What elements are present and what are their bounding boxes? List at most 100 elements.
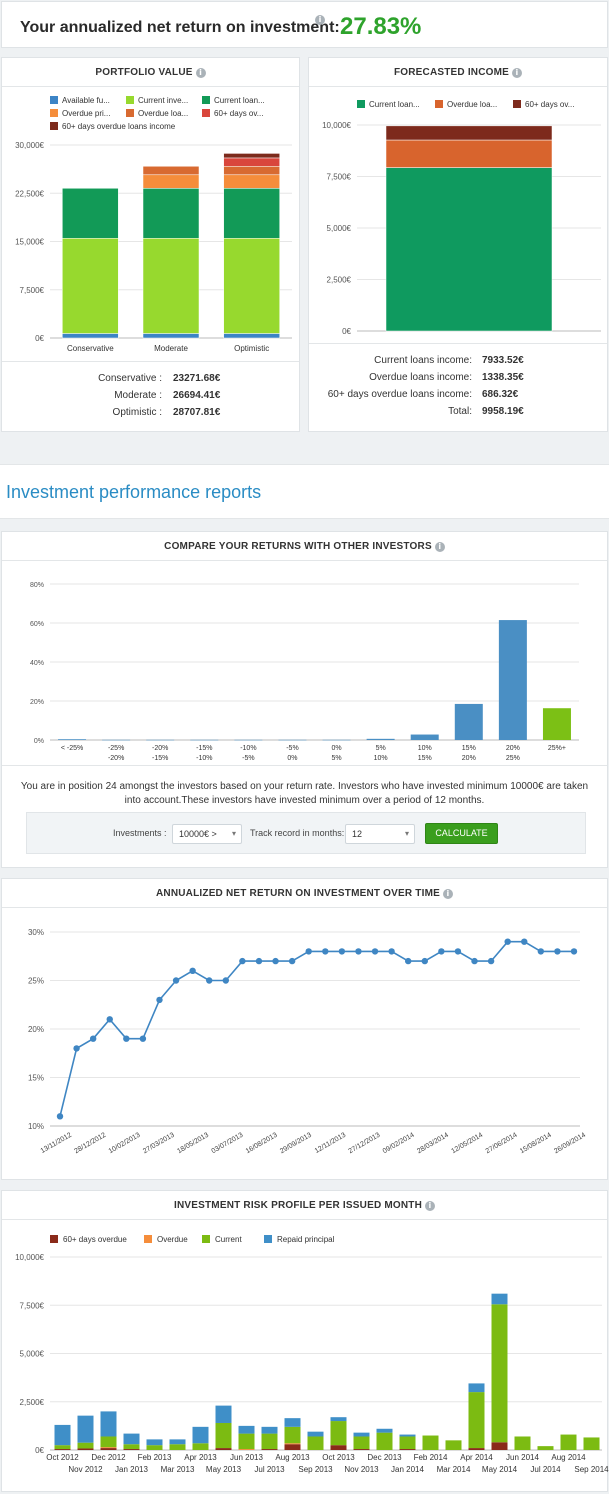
bar-segment bbox=[54, 1445, 71, 1450]
legend-label: Current bbox=[215, 1235, 242, 1244]
data-point bbox=[239, 957, 246, 965]
x-tick-label: 15% bbox=[418, 755, 432, 762]
bar-segment bbox=[399, 1434, 416, 1437]
x-tick-label: Optimistic bbox=[234, 344, 269, 353]
bar-segment bbox=[223, 174, 280, 189]
data-point bbox=[172, 977, 180, 984]
summary-label: Optimistic : bbox=[112, 407, 162, 418]
track-select[interactable]: 12 ▾ bbox=[345, 824, 415, 844]
data-point bbox=[222, 977, 230, 984]
data-point bbox=[272, 957, 279, 965]
x-tick-label: -5% bbox=[242, 755, 254, 762]
legend-item[interactable]: Current loan... bbox=[202, 96, 265, 105]
x-tick-label: Sep 2013 bbox=[298, 1465, 333, 1474]
info-icon[interactable]: i bbox=[443, 889, 453, 899]
legend-swatch bbox=[126, 109, 134, 117]
legend-item[interactable]: Overdue loa... bbox=[435, 100, 497, 109]
x-tick-label: 03/07/2013 bbox=[210, 1132, 244, 1156]
legend-item[interactable]: Overdue loa... bbox=[126, 109, 188, 118]
info-icon[interactable]: i bbox=[425, 1201, 436, 1211]
legend-item[interactable]: Repaid principal bbox=[264, 1235, 334, 1244]
legend-item[interactable]: Overdue bbox=[144, 1235, 188, 1244]
header-panel: Your annualized net return on investment… bbox=[1, 1, 608, 48]
bar-segment bbox=[307, 1431, 324, 1437]
x-tick-label: Apr 2014 bbox=[460, 1453, 493, 1462]
info-icon[interactable]: i bbox=[315, 15, 325, 25]
x-tick-label: 28/12/2012 bbox=[73, 1132, 107, 1156]
investments-select[interactable]: 10000€ > ▾ bbox=[172, 824, 242, 844]
risk-title: INVESTMENT RISK PROFILE PER ISSUED MONTH… bbox=[2, 1200, 607, 1211]
bar-segment bbox=[223, 333, 280, 339]
forecast-panel: FORECASTED INCOME i Current loan... Overdu… bbox=[308, 57, 608, 432]
bar-segment bbox=[468, 1392, 485, 1449]
data-point bbox=[139, 1035, 147, 1042]
legend-item[interactable]: Current inve... bbox=[126, 96, 188, 105]
bar-segment bbox=[307, 1436, 324, 1450]
legend-swatch bbox=[202, 109, 210, 117]
x-tick-label: 25%+ bbox=[548, 745, 566, 752]
y-tick-label: 20% bbox=[28, 1025, 44, 1034]
bar-segment bbox=[399, 1449, 416, 1450]
info-icon[interactable]: i bbox=[434, 542, 445, 552]
info-icon[interactable]: i bbox=[512, 68, 523, 78]
legend-label: Repaid principal bbox=[277, 1235, 335, 1244]
bar-segment bbox=[215, 1405, 232, 1423]
summary-label: Conservative : bbox=[98, 373, 162, 384]
legend-item[interactable]: 60+ days ov... bbox=[513, 100, 574, 109]
x-tick-label: Jul 2014 bbox=[530, 1465, 561, 1474]
x-tick-label: 27/06/2014 bbox=[485, 1132, 519, 1156]
data-point bbox=[554, 948, 561, 955]
roi-value: 27.83% bbox=[340, 13, 422, 40]
bar-segment bbox=[261, 1426, 278, 1434]
track-label: Track record in months: bbox=[250, 828, 345, 838]
y-tick-label: 0% bbox=[34, 738, 44, 745]
bar-segment bbox=[62, 333, 119, 339]
bar-segment bbox=[330, 1445, 347, 1450]
bar-segment bbox=[215, 1448, 232, 1450]
bar-segment bbox=[223, 238, 280, 334]
bar-segment bbox=[385, 167, 553, 332]
legend-item[interactable]: Current loan... bbox=[357, 100, 420, 109]
legend-item[interactable]: 60+ days overdue bbox=[50, 1235, 127, 1244]
x-tick-label: 5% bbox=[376, 745, 386, 752]
bar-segment bbox=[169, 1444, 186, 1450]
bar bbox=[542, 708, 571, 740]
y-tick-label: 15% bbox=[28, 1074, 44, 1083]
bar-segment bbox=[385, 139, 553, 168]
bar-segment bbox=[399, 1436, 416, 1450]
legend-label: Current loan... bbox=[214, 96, 265, 105]
x-tick-label: 26/09/2014 bbox=[553, 1132, 587, 1156]
x-tick-label: Nov 2013 bbox=[344, 1465, 379, 1474]
bar-segment bbox=[284, 1418, 301, 1427]
forecast-title: FORECASTED INCOME i bbox=[309, 67, 607, 78]
legend-swatch bbox=[50, 122, 58, 130]
legend-item[interactable]: 60+ days overdue loans income bbox=[50, 122, 175, 131]
bar-segment bbox=[142, 166, 200, 176]
bar-segment bbox=[468, 1448, 485, 1450]
legend-item[interactable]: 60+ days ov... bbox=[202, 109, 263, 118]
x-tick-label: Jun 2013 bbox=[230, 1453, 263, 1462]
legend-item[interactable]: Current bbox=[202, 1235, 242, 1244]
legend-label: Overdue pri... bbox=[62, 109, 111, 118]
legend-item[interactable]: Overdue pri... bbox=[50, 109, 110, 118]
x-tick-label: Jan 2014 bbox=[391, 1465, 424, 1474]
bar-segment bbox=[422, 1435, 439, 1450]
legend-item[interactable]: Available fu... bbox=[50, 96, 110, 105]
info-icon[interactable]: i bbox=[195, 68, 206, 78]
summary-value: 28707.81€ bbox=[173, 407, 221, 418]
legend-label: Overdue loa... bbox=[138, 109, 189, 118]
summary-value: 686.32€ bbox=[482, 389, 519, 400]
x-tick-label: Nov 2012 bbox=[68, 1465, 103, 1474]
risk-legend: 60+ days overdue Overdue Current Repaid pri… bbox=[50, 1235, 450, 1249]
x-tick-label: Mar 2013 bbox=[161, 1465, 195, 1474]
data-point bbox=[123, 1035, 130, 1042]
data-point bbox=[521, 938, 528, 945]
calculate-button[interactable]: CALCULATE bbox=[425, 823, 498, 844]
bar bbox=[366, 738, 395, 740]
calc-box: Investments : 10000€ > ▾ Track record in … bbox=[26, 812, 586, 854]
bar bbox=[454, 703, 483, 740]
x-tick-label: 16/08/2013 bbox=[245, 1132, 279, 1156]
annualized-chart: 10% 15% 20% 25% 30% 13/11/2012 28/12/2012 10/02… bbox=[28, 928, 587, 1156]
x-tick-label: Apr 2013 bbox=[184, 1453, 217, 1462]
bar bbox=[146, 739, 175, 741]
